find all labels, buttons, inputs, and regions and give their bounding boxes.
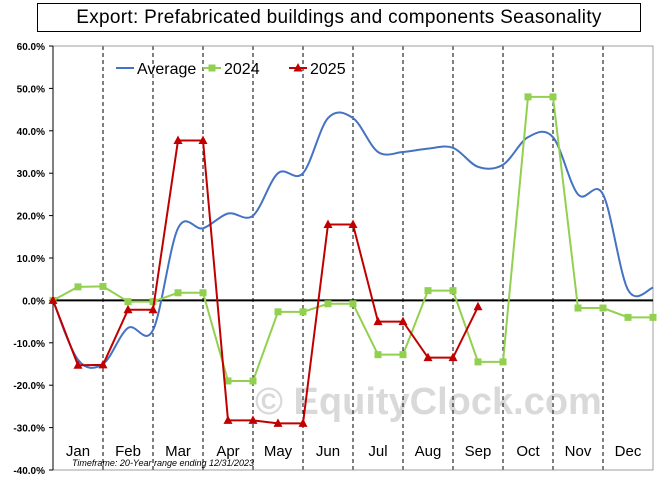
data-point-square	[499, 358, 507, 366]
data-point-triangle	[398, 316, 408, 326]
series-average	[52, 111, 654, 369]
series-2025	[48, 135, 483, 427]
x-tick-label: Jul	[368, 443, 387, 460]
y-tick-label: -40.0%	[13, 466, 45, 477]
data-point-square	[474, 358, 482, 366]
data-point-triangle	[248, 415, 258, 424]
y-tick-label: 0.0%	[22, 296, 45, 307]
data-point-triangle	[423, 352, 433, 362]
data-point-triangle	[448, 352, 458, 362]
y-tick-label: -20.0%	[13, 381, 45, 392]
data-point-square	[274, 308, 282, 316]
data-point-square	[324, 300, 332, 308]
data-point-square	[208, 64, 216, 72]
data-point-square	[599, 304, 607, 312]
data-point-square	[399, 351, 407, 359]
data-point-square	[374, 351, 382, 359]
x-tick-label: May	[264, 443, 293, 460]
series-line	[52, 139, 479, 425]
month-separator-grid	[102, 46, 604, 470]
legend-label: 2024	[224, 61, 260, 78]
y-tick-label: 50.0%	[17, 84, 45, 95]
watermark-text: © EquityClock.com	[255, 381, 602, 423]
data-point-square	[624, 313, 632, 321]
data-point-square	[149, 298, 157, 306]
x-tick-label: Aug	[415, 443, 442, 460]
data-point-square	[299, 308, 307, 316]
data-point-square	[349, 300, 357, 308]
data-point-triangle	[373, 316, 383, 326]
data-point-square	[224, 377, 232, 385]
y-tick-label: -30.0%	[13, 424, 45, 435]
data-point-square	[174, 289, 182, 297]
data-point-square	[99, 282, 107, 290]
y-tick-label: 60.0%	[17, 42, 45, 53]
series-layer	[48, 93, 657, 427]
data-point-triangle	[293, 63, 303, 72]
data-point-triangle	[148, 304, 158, 314]
x-tick-label: Jan	[66, 443, 90, 460]
data-point-square	[524, 93, 532, 101]
x-tick-label: Jun	[316, 443, 340, 460]
y-tick-label: -10.0%	[13, 339, 45, 350]
data-point-triangle	[473, 301, 483, 311]
data-point-triangle	[48, 295, 58, 304]
x-tick-label: Mar	[165, 443, 191, 460]
x-tick-label: Dec	[615, 443, 642, 460]
data-point-triangle	[298, 418, 308, 427]
data-point-square	[249, 377, 257, 385]
data-point-square	[649, 313, 657, 321]
x-tick-label: Feb	[115, 443, 141, 460]
timeframe-footnote: Timeframe: 20-Year range ending 12/31/20…	[72, 458, 254, 468]
data-point-triangle	[348, 219, 358, 229]
data-point-triangle	[198, 135, 208, 145]
y-tick-label: 40.0%	[17, 127, 45, 138]
x-tick-label: Nov	[565, 443, 592, 460]
y-tick-label: 10.0%	[17, 254, 45, 265]
axes: 60.0% 50.0% 40.0% 30.0% 20.0% 10.0% 0.0% -10.0%…	[13, 42, 654, 477]
legend: Average 2024 2025	[116, 61, 346, 78]
data-point-triangle	[223, 415, 233, 424]
y-tick-label: 30.0%	[17, 169, 45, 180]
data-point-triangle	[173, 135, 183, 145]
data-point-triangle	[73, 360, 83, 369]
data-point-square	[424, 287, 432, 295]
data-point-square	[449, 287, 457, 295]
data-point-square	[574, 304, 582, 312]
data-point-triangle	[323, 219, 333, 229]
data-point-square	[199, 289, 207, 297]
series-2024	[49, 93, 657, 385]
x-tick-label: Sep	[465, 443, 492, 460]
legend-label: Average	[137, 61, 196, 78]
x-tick-label: Oct	[516, 443, 540, 460]
data-point-square	[74, 283, 82, 291]
data-point-triangle	[98, 359, 108, 369]
watermark: © EquityClock.com	[255, 381, 602, 423]
data-point-triangle	[273, 418, 283, 427]
y-tick-label: 20.0%	[17, 212, 45, 223]
chart-title: Export: Prefabricated buildings and comp…	[37, 3, 641, 32]
data-point-square	[549, 93, 557, 101]
data-point-square	[124, 298, 132, 306]
data-point-triangle	[123, 304, 133, 314]
legend-label: 2025	[310, 61, 346, 78]
x-tick-label: Apr	[216, 443, 239, 460]
series-line	[52, 111, 654, 369]
